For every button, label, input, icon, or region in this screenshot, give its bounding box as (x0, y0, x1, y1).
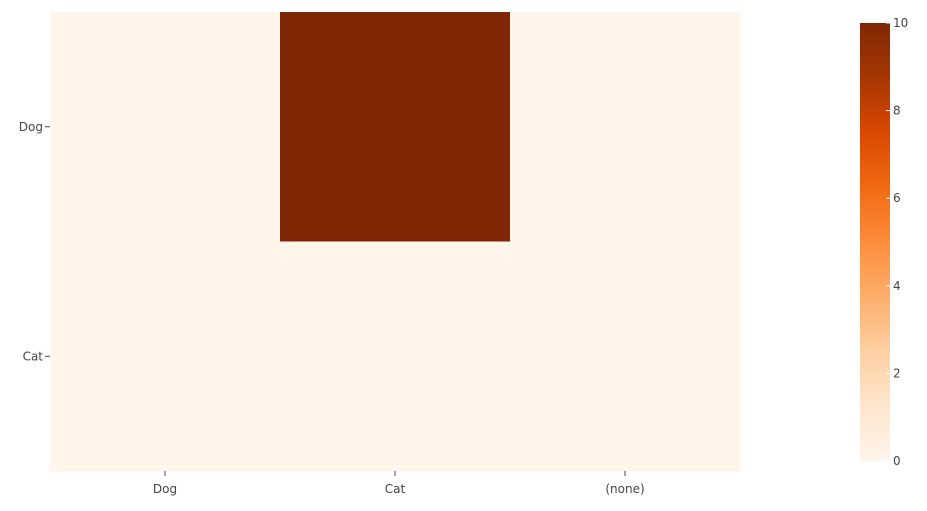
heatmap-cell (280, 12, 511, 242)
x-tick-label: Cat (385, 482, 406, 496)
y-axis: Dog Cat (19, 120, 50, 364)
x-tick-label: (none) (605, 482, 644, 496)
heatmap-cells (50, 12, 741, 472)
y-tick-label: Cat (23, 349, 44, 363)
heatmap-cell (280, 242, 511, 472)
colorbar-tick-label: 0 (893, 454, 901, 468)
colorbar-tick-label: 8 (893, 104, 901, 118)
colorbar-tick-label: 4 (893, 279, 901, 293)
x-tick-label: Dog (153, 482, 177, 496)
colorbar: 0 2 4 6 8 10 (860, 16, 908, 468)
heatmap-cell (50, 12, 281, 242)
colorbar-tick-label: 2 (893, 366, 901, 380)
y-tick-label: Dog (19, 120, 43, 134)
heatmap-cell (50, 242, 281, 472)
colorbar-tick-label: 6 (893, 191, 901, 205)
heatmap-cell (510, 12, 741, 242)
colorbar-gradient (860, 23, 890, 461)
colorbar-tick-label: 10 (893, 16, 908, 30)
heatmap-cell (510, 242, 741, 472)
x-axis: Dog Cat (none) (153, 471, 645, 496)
